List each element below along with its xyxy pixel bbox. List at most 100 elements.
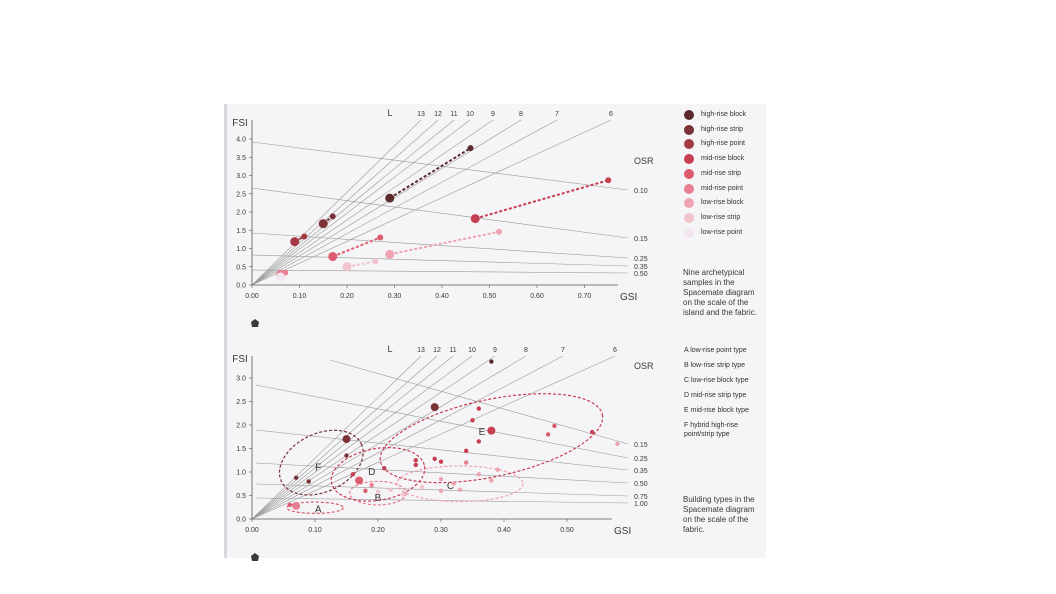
y-tick-label: 2.5: [236, 191, 246, 198]
l-line: [251, 355, 473, 520]
data-point: [293, 475, 299, 480]
l-line: [251, 119, 558, 286]
y-tick-label: 2.5: [236, 399, 246, 406]
series-connector: [389, 230, 500, 256]
series-connector: [332, 236, 381, 258]
y-tick-label: 1.0: [236, 470, 246, 477]
legend-label: D mid-rise strip type: [684, 392, 747, 399]
legend-label: F hybrid high-rise point/strip type: [684, 422, 739, 438]
x-axis-label: GSI: [620, 292, 637, 303]
legend-label: mid-rise point: [701, 184, 744, 192]
data-point: [385, 249, 395, 259]
x-tick-label: 0.60: [530, 293, 544, 300]
data-point: [496, 228, 502, 235]
y-tick-label: 0.0: [236, 283, 246, 290]
cluster-ellipse: [396, 465, 524, 503]
data-point: [615, 441, 620, 446]
osr-line: [255, 384, 629, 459]
l-line: [251, 119, 494, 286]
series-connector: [474, 179, 609, 220]
osr-line: [251, 232, 629, 259]
data-point: [342, 262, 352, 272]
cluster-label: C: [447, 481, 454, 492]
l-axis-label: L: [387, 108, 392, 118]
legend-label: B low-rise strip type: [684, 362, 746, 369]
l-axis-label: L: [387, 344, 392, 354]
caption-top: Nine archetypical samples in the Spacema…: [683, 268, 757, 317]
osr-value-label: 0.15: [634, 442, 648, 449]
data-point: [476, 472, 481, 477]
data-point: [344, 453, 349, 458]
legend-swatch: [684, 227, 694, 238]
data-point: [276, 272, 285, 282]
data-point: [413, 462, 418, 468]
l-value-label: 8: [519, 111, 523, 118]
x-axis-label: GSI: [614, 526, 631, 537]
data-point: [476, 406, 481, 411]
l-line: [251, 355, 527, 520]
x-tick-label: 0.30: [434, 527, 448, 534]
data-point: [419, 484, 425, 490]
cluster-ellipse: [278, 429, 364, 496]
data-point: [329, 213, 336, 220]
legend-swatch: [684, 198, 694, 209]
data-point: [372, 258, 379, 265]
data-point: [369, 482, 374, 488]
l-value-label: 11: [449, 347, 456, 354]
x-tick-label: 0.50: [483, 293, 497, 300]
data-point: [306, 479, 311, 484]
y-axis-label: FSI: [232, 118, 248, 129]
cluster-ellipse: [379, 393, 604, 484]
data-point: [377, 234, 384, 241]
x-tick-label: 0.40: [497, 527, 511, 534]
cluster-ellipse: [286, 501, 344, 514]
y-tick-label: 1.5: [236, 446, 246, 453]
l-line: [251, 119, 455, 286]
x-tick-label: 0.30: [388, 293, 402, 300]
data-point: [487, 426, 496, 435]
legend-label: high-rise point: [701, 140, 745, 148]
legend-swatch: [684, 139, 694, 150]
legend-swatch: [684, 110, 694, 120]
osr-value-label: 0.25: [634, 256, 648, 263]
osr-value-label: 0.75: [634, 494, 648, 501]
osr-line: [251, 254, 629, 267]
legend-label: low-rise point: [701, 228, 743, 236]
l-line: [251, 355, 422, 520]
legend-label: low-rise strip: [701, 213, 741, 221]
data-point: [290, 237, 300, 247]
l-line: [251, 355, 616, 520]
y-tick-label: 4.0: [236, 137, 246, 144]
l-line: [251, 355, 564, 520]
l-value-label: 12: [433, 347, 441, 354]
l-value-label: 7: [561, 347, 565, 354]
osr-value-label: 0.10: [634, 188, 648, 195]
data-point: [432, 456, 437, 462]
osr-value-label: 0.50: [634, 481, 648, 488]
data-point: [489, 478, 494, 483]
data-point: [385, 193, 395, 203]
data-point: [287, 502, 292, 508]
data-point: [301, 233, 308, 240]
osr-value-label: 1.00: [634, 501, 648, 508]
data-point: [430, 403, 439, 412]
osr-value-label: 0.25: [634, 456, 648, 463]
l-value-label: 13: [417, 111, 425, 118]
y-tick-label: 2.0: [236, 423, 246, 430]
osr-value-label: 0.35: [634, 468, 648, 475]
cluster-label: A: [315, 505, 322, 516]
legend-label: mid-rise block: [701, 155, 745, 163]
osr-line: [329, 359, 629, 445]
data-point: [457, 487, 463, 493]
l-value-label: 10: [468, 347, 476, 354]
l-value-label: 7: [555, 111, 559, 118]
legend-swatch: [684, 168, 694, 179]
legend-swatch: [684, 212, 694, 223]
page-shadow: [224, 104, 227, 558]
y-tick-label: 3.0: [236, 376, 246, 383]
x-tick-label: 0.50: [560, 527, 574, 534]
l-value-label: 13: [417, 347, 425, 354]
y-tick-label: 3.5: [236, 155, 246, 162]
legend-label: high-rise strip: [701, 125, 744, 133]
